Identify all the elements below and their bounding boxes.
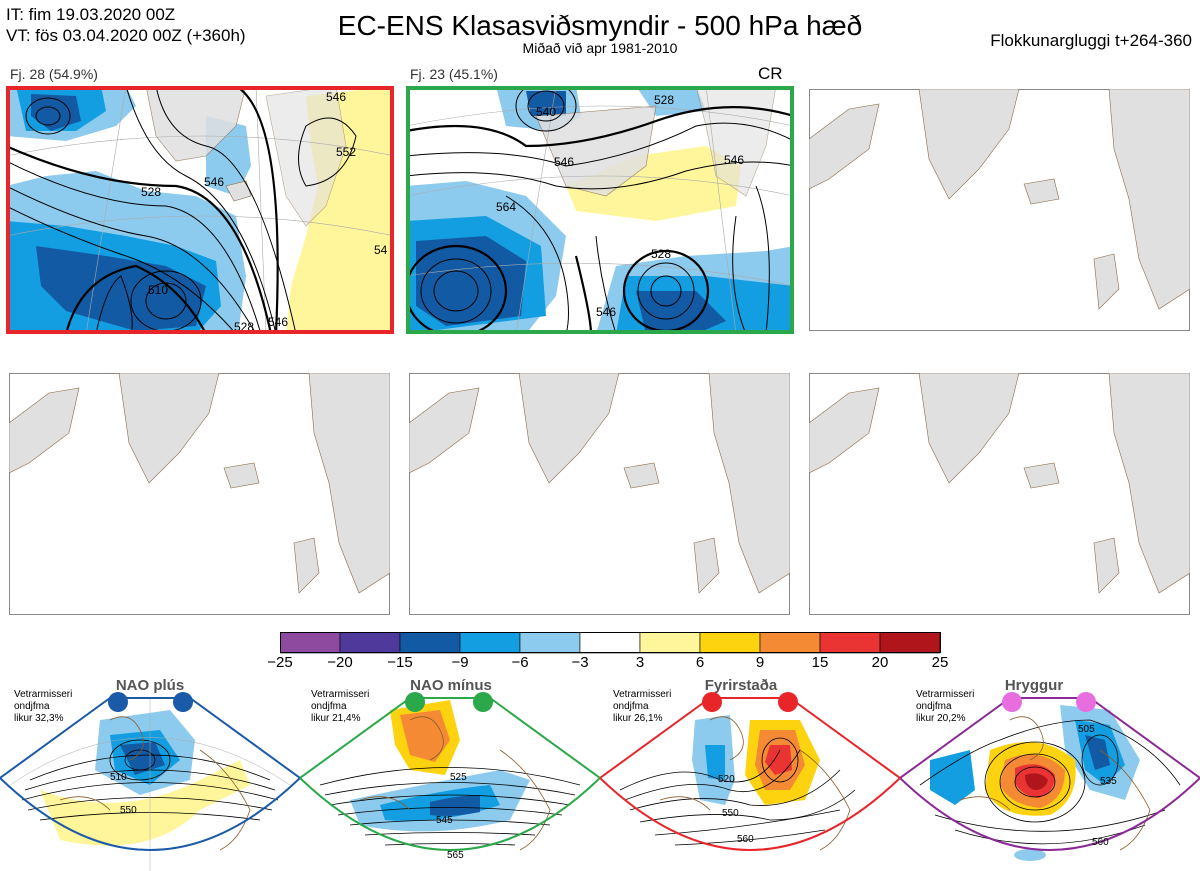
regime-3-note-line-2: ondjfma xyxy=(613,701,649,712)
regime-2-contour-545: 545 xyxy=(436,815,453,826)
panel-2-contour-546c: 546 xyxy=(596,305,616,319)
regime-1-note: Vetrarmisseri ondjfma likur 32,3% xyxy=(14,689,72,725)
regime-4-note-line-1: Vetrarmisseri xyxy=(916,689,975,700)
colorbar-swatch-9 xyxy=(819,632,881,654)
colorbar-label-3: −9 xyxy=(451,654,469,671)
panel-2-contour-540: 540 xyxy=(536,105,556,119)
colorbar-label-7: 6 xyxy=(695,654,705,671)
panel-1-contour-528a: 528 xyxy=(141,185,161,199)
panel-2-contour-528a: 528 xyxy=(654,93,674,107)
regime-1-map: 510 550 xyxy=(0,692,300,871)
regime-4-contour-560: 560 xyxy=(1092,837,1109,848)
colorbar-label-9: 15 xyxy=(811,654,829,671)
header-info: IT: fim 19.03.2020 00Z VT: fös 03.04.202… xyxy=(6,4,246,46)
panel-5-map xyxy=(409,373,790,615)
regime-3-map: 520 550 560 xyxy=(600,692,900,851)
regime-4-note: Vetrarmisseri ondjfma likur 20,2% xyxy=(916,689,974,725)
regime-2-note-line-2: ondjfma xyxy=(311,701,347,712)
panel-2-tag: CR xyxy=(758,64,783,83)
panel-4-map xyxy=(9,373,390,615)
colorbar-label-6: 3 xyxy=(635,654,645,671)
regime-3-note: Vetrarmisseri ondjfma likur 26,1% xyxy=(613,689,671,725)
colorbar-swatch-8 xyxy=(759,632,821,654)
regime-3-contour-520: 520 xyxy=(718,774,735,785)
regime-1-note-line-1: Vetrarmisseri xyxy=(14,689,73,700)
regime-2-contour-565: 565 xyxy=(447,850,464,861)
regime-3-note-line-3: likur 26,1% xyxy=(613,713,663,724)
regime-4-contour-505: 505 xyxy=(1078,724,1095,735)
panel-2-map: 540 528 546 546 564 528 546 xyxy=(406,86,794,334)
colorbar-label-1: −20 xyxy=(327,654,353,671)
colorbar-label-11: 25 xyxy=(931,654,949,671)
regime-1-contour-550: 550 xyxy=(120,805,137,816)
init-time: IT: fim 19.03.2020 00Z xyxy=(6,5,176,24)
colorbar-label-5: −3 xyxy=(571,654,589,671)
regime-4-map: 505 535 560 xyxy=(900,692,1200,861)
regime-4-note-line-3: likur 20,2% xyxy=(916,713,966,724)
colorbar-swatch-0 xyxy=(280,632,341,654)
regime-2-note-line-1: Vetrarmisseri xyxy=(311,689,370,700)
panel-1-contour-552: 552 xyxy=(336,145,356,159)
valid-time: VT: fös 03.04.2020 00Z (+360h) xyxy=(6,26,246,45)
colorbar-swatch-5 xyxy=(579,632,641,654)
colorbar-label-10: 20 xyxy=(871,654,889,671)
panel-2-border xyxy=(406,86,794,334)
panel-1-map: 546 552 528 546 510 528 546 54 xyxy=(6,86,394,334)
regime-2-contour-525: 525 xyxy=(450,772,467,783)
colorbar-swatch-1 xyxy=(339,632,401,654)
regime-2-note-line-3: likur 21,4% xyxy=(311,713,361,724)
regime-1-contour-510: 510 xyxy=(110,772,127,783)
classification-window: Flokkunargluggi t+264-360 xyxy=(990,31,1192,50)
regime-3-title: Fyrirstaða xyxy=(704,677,778,694)
colorbar-label-0: −25 xyxy=(267,654,293,671)
regime-4-note-line-2: ondjfma xyxy=(916,701,952,712)
panel-1-contour-546a: 546 xyxy=(326,90,346,104)
regime-4-contour-535: 535 xyxy=(1100,776,1117,787)
regime-1-note-line-3: likur 32,3% xyxy=(14,713,64,724)
panel-1-contour-546c: 546 xyxy=(268,315,288,329)
regime-3-contour-550: 550 xyxy=(722,808,739,819)
regime-2-title: NAO mínus xyxy=(410,677,492,694)
regime-2-map: 525 545 565 xyxy=(300,692,600,861)
colorbar-swatch-3 xyxy=(459,632,521,654)
colorbar-swatch-10 xyxy=(879,632,941,654)
panel-2-contour-564: 564 xyxy=(496,200,516,214)
page-subtitle: Miðað við apr 1981-2010 xyxy=(522,40,678,56)
panel-2-contour-546b: 546 xyxy=(724,153,744,167)
panel-1-contour-546b: 546 xyxy=(204,175,224,189)
panel-1-contour-510: 510 xyxy=(148,283,168,297)
colorbar-swatch-2 xyxy=(399,632,461,654)
colorbar-label-2: −15 xyxy=(387,654,413,671)
colorbar xyxy=(280,632,941,654)
regime-2-note: Vetrarmisseri ondjfma likur 21,4% xyxy=(311,689,369,725)
regime-4-title: Hryggur xyxy=(1004,677,1064,694)
panel-2-contour-546a: 546 xyxy=(554,155,574,169)
colorbar-swatches xyxy=(280,632,941,654)
panel-1-label: Fj. 28 (54.9%) xyxy=(10,66,98,82)
colorbar-swatch-6 xyxy=(639,632,701,654)
colorbar-swatch-4 xyxy=(519,632,581,654)
panel-2-label: Fj. 23 (45.1%) xyxy=(410,66,498,82)
colorbar-label-4: −6 xyxy=(511,654,529,671)
panel-2-contour-528b: 528 xyxy=(651,247,671,261)
panel-1-border xyxy=(6,86,394,334)
regime-3-note-line-1: Vetrarmisseri xyxy=(613,689,672,700)
colorbar-swatch-7 xyxy=(699,632,761,654)
regime-1-note-line-2: ondjfma xyxy=(14,701,50,712)
colorbar-label-8: 9 xyxy=(755,654,765,671)
panel-1-contour-54: 54 xyxy=(374,243,388,257)
panel-3-map xyxy=(809,89,1190,331)
panel-6-map xyxy=(809,373,1190,615)
regime-1-title: NAO plús xyxy=(115,677,185,694)
regime-3-contour-560: 560 xyxy=(737,834,754,845)
page-title: EC-ENS Klasasviðsmyndir - 500 hPa hæð xyxy=(337,10,863,41)
